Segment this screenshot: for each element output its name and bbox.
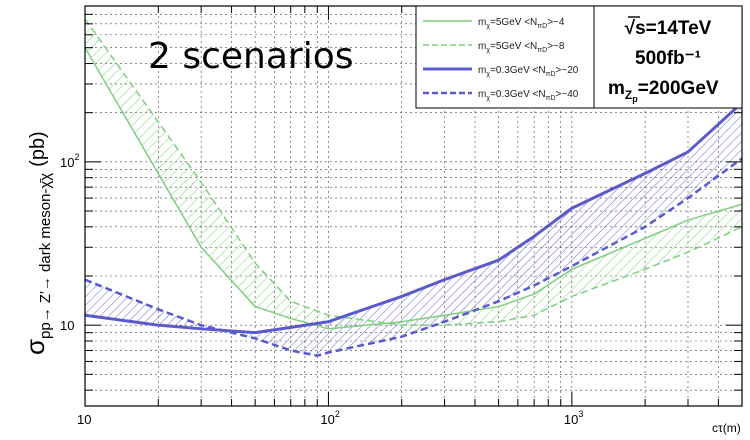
y-tick-label-base: 10 — [60, 318, 74, 333]
series-line-4 — [85, 157, 742, 357]
legend-label-sub: χ — [486, 71, 490, 78]
info-luminosity: 500fb⁻¹ — [635, 48, 701, 69]
y-tick-label-base: 10 — [60, 155, 74, 170]
series-line-3 — [85, 101, 742, 335]
legend-label-nsub: πD — [546, 95, 556, 102]
x-tick-label: 102 — [320, 409, 339, 427]
legend-label-symbol: m — [478, 17, 486, 28]
info-box: √s=14TeV 500fb⁻¹ mZp=200GeV — [593, 5, 743, 109]
legend-label-symbol: m — [478, 65, 486, 76]
legend-label-symbol: m — [478, 89, 486, 100]
legend-label-count: >~8 — [547, 41, 565, 52]
x-tick-label-exp: 2 — [335, 409, 340, 419]
legend-label-mass: =5GeV <N — [490, 41, 537, 52]
legend-label-mass: =5GeV <N — [490, 17, 537, 28]
legend-label: mχ=0.3GeV <NπD>~20 — [478, 65, 579, 78]
axis-ticks — [84, 5, 743, 406]
legend-label-mass: =0.3GeV <N — [490, 89, 546, 100]
legend-label-sub: χ — [486, 95, 490, 102]
y-axis-unit: (pb) — [27, 131, 49, 167]
series-line-2 — [85, 18, 742, 326]
y-axis-title: σpp→ Z′→ dark meson-χ̄χ (pb) — [20, 131, 54, 355]
x-tick-label: 10 — [77, 412, 91, 427]
legend-box — [415, 5, 595, 109]
x-axis-title: cτ(m) — [712, 421, 741, 435]
legend-label-nsub: πD — [546, 71, 556, 78]
hatched-bands — [85, 18, 742, 356]
legend-label: mχ=0.3GeV <NπD>~40 — [478, 89, 579, 102]
legend-label-sub: χ — [486, 47, 490, 54]
legend-label-mass: =0.3GeV <N — [490, 65, 546, 76]
band-light-mass — [85, 102, 742, 356]
series-lines — [85, 18, 742, 357]
legend-label-count: >~20 — [556, 65, 579, 76]
y-tick-label-exp: 2 — [74, 152, 79, 162]
y-tick-label: 10 — [60, 318, 74, 333]
x-tick-label-exp: 3 — [578, 409, 583, 419]
info-mass-subsub: p — [632, 94, 638, 104]
info-box-frame — [593, 5, 743, 109]
info-mass-sub: Z — [625, 88, 632, 102]
legend-label-count: >~4 — [547, 17, 565, 28]
y-axis-process: pp→ Z′→ dark meson-χ̄χ — [37, 173, 54, 339]
info-mass-symbol: m — [608, 78, 625, 99]
legend-label-count: >~40 — [556, 89, 579, 100]
y-axis-sigma: σ — [20, 339, 50, 355]
x-tick-label: 103 — [564, 409, 583, 427]
x-tick-label-base: 10 — [564, 412, 578, 427]
legend-label: mχ=5GeV <NπD>~4 — [478, 17, 565, 30]
info-mass-value: =200GeV — [638, 78, 719, 99]
legend: mχ=5GeV <NπD>~4mχ=5GeV <NπD>~8mχ=0.3GeV … — [415, 5, 595, 109]
x-tick-label-base: 10 — [320, 412, 334, 427]
legend-label-nsub: πD — [537, 23, 547, 30]
legend-label: mχ=5GeV <NπD>~8 — [478, 41, 565, 54]
series-line-1 — [85, 47, 742, 330]
scenarios-label: 2 scenarios — [148, 36, 354, 77]
y-tick-label: 102 — [60, 152, 79, 170]
legend-label-symbol: m — [478, 41, 486, 52]
info-mass: mZp=200GeV — [608, 78, 719, 104]
legend-label-nsub: πD — [537, 47, 547, 54]
plot-frame — [84, 5, 743, 407]
info-energy: √s=14TeV — [625, 18, 712, 39]
legend-label-sub: χ — [486, 23, 490, 30]
x-tick-label-base: 10 — [77, 412, 91, 427]
